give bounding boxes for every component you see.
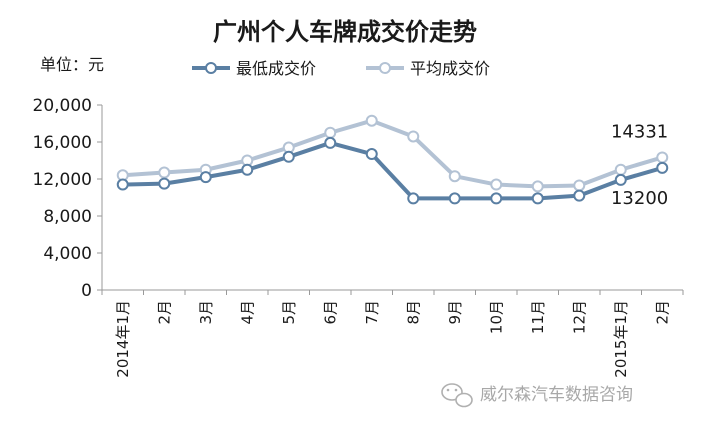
data-point	[324, 126, 337, 139]
legend-marker-0	[205, 62, 217, 74]
data-point	[116, 178, 129, 191]
data-point	[158, 177, 171, 190]
data-point	[365, 114, 378, 127]
y-tick-label: 20,000	[33, 96, 92, 116]
x-tick-label: 2月	[155, 300, 173, 325]
y-tick-label: 8,000	[43, 207, 92, 227]
data-point	[614, 163, 627, 176]
series-1	[116, 114, 669, 193]
legend-item-0: 最低成交价	[192, 59, 316, 78]
data-point	[531, 180, 544, 193]
data-point	[531, 192, 544, 205]
series-layer	[116, 114, 669, 205]
x-tick-label: 2014年1月	[114, 300, 132, 378]
data-point	[241, 163, 254, 176]
legend-label-0: 最低成交价	[236, 59, 316, 78]
data-point	[199, 171, 212, 184]
x-tick-label: 12月	[570, 300, 588, 334]
data-label: 14331	[611, 121, 668, 142]
data-point	[407, 130, 420, 143]
unit-label: 单位：元	[40, 55, 104, 74]
data-point	[324, 136, 337, 149]
chart-title: 广州个人车牌成交价走势	[213, 18, 477, 46]
data-label: 13200	[611, 188, 668, 209]
data-point	[490, 178, 503, 191]
data-point	[282, 150, 295, 163]
data-point	[656, 151, 669, 164]
wechat-icon	[441, 383, 473, 408]
x-tick-label: 3月	[197, 300, 215, 325]
y-tick-label: 4,000	[43, 244, 92, 264]
x-tick-label: 5月	[280, 300, 298, 325]
data-point	[448, 170, 461, 183]
legend: 最低成交价 平均成交价	[192, 59, 490, 78]
x-tick-label: 11月	[529, 300, 547, 334]
annotations: 14331 13200	[611, 121, 668, 208]
x-tick-label: 7月	[363, 300, 381, 325]
data-point	[614, 173, 627, 186]
x-tick-label: 8月	[404, 300, 422, 325]
data-point	[490, 192, 503, 205]
watermark: 威尔森汽车数据咨询	[441, 383, 633, 408]
data-point	[407, 192, 420, 205]
x-tick-label: 9月	[446, 300, 464, 325]
x-tick-label: 2015年1月	[612, 300, 630, 378]
legend-label-1: 平均成交价	[410, 59, 490, 78]
y-tick-label: 0	[81, 281, 92, 301]
series-line-0	[122, 140, 663, 201]
x-tick-label: 10月	[487, 300, 505, 334]
watermark-text: 威尔森汽车数据咨询	[480, 385, 633, 405]
data-point	[365, 148, 378, 161]
data-point	[656, 161, 669, 174]
x-tick-label: 4月	[238, 300, 256, 325]
y-tick-label: 12,000	[33, 170, 92, 190]
data-point	[573, 189, 586, 202]
data-point	[573, 179, 586, 192]
legend-item-1: 平均成交价	[366, 59, 490, 78]
series-line-1	[122, 118, 663, 189]
axes: 0 4,000 8,000 12,000 16,000 20,000 2014年1月 2月 3月…	[33, 96, 684, 378]
series-0	[116, 136, 669, 205]
x-tick-label: 2月	[653, 300, 671, 325]
data-point	[158, 166, 171, 179]
y-tick-label: 16,000	[33, 133, 92, 153]
data-point	[448, 192, 461, 205]
x-tick-label: 6月	[321, 300, 339, 325]
legend-marker-1	[379, 62, 391, 74]
